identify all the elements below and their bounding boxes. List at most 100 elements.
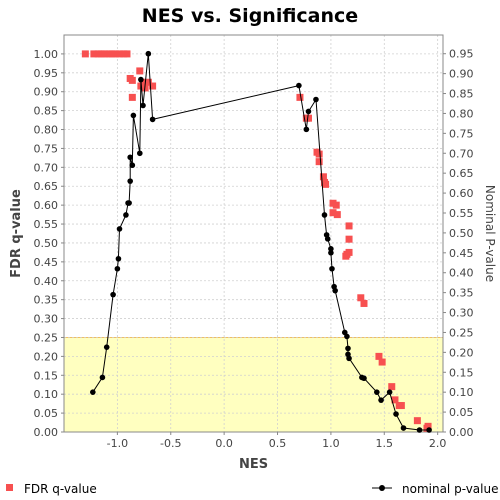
y-right-tick-label: 0.10 bbox=[449, 386, 474, 399]
y-right-tick-label: 0.15 bbox=[449, 366, 474, 379]
y-right-axis-title: Nominal P-value bbox=[483, 185, 497, 282]
y-left-tick-label: 0.05 bbox=[34, 407, 59, 420]
y-left-tick-label: 0.10 bbox=[34, 388, 59, 401]
y-right-tick-label: 0.80 bbox=[449, 107, 474, 120]
x-tick-label: -0.5 bbox=[160, 437, 181, 450]
pvalue-point bbox=[138, 76, 144, 83]
y-left-tick-label: 0.75 bbox=[34, 142, 59, 155]
y-right-tick-label: 0.35 bbox=[449, 287, 474, 300]
y-right-tick-label: 0.90 bbox=[449, 68, 474, 81]
y-left-tick-label: 0.20 bbox=[34, 350, 59, 363]
y-left-tick-label: 0.70 bbox=[34, 161, 59, 174]
y-right-tick-label: 0.55 bbox=[449, 207, 474, 220]
pvalue-point bbox=[378, 397, 384, 403]
fdr-point bbox=[296, 93, 304, 101]
fdr-point bbox=[90, 50, 98, 58]
x-tick-label: 1.0 bbox=[322, 437, 340, 450]
pvalue-point bbox=[345, 345, 351, 352]
y-left-tick-label: 0.80 bbox=[34, 124, 59, 137]
pvalue-point bbox=[130, 112, 137, 119]
y-left-tick-label: 0.40 bbox=[34, 275, 59, 288]
y-right-tick-label: 0.30 bbox=[449, 307, 474, 320]
pvalue-point bbox=[99, 374, 106, 381]
legend-pvalue-marker bbox=[379, 485, 385, 491]
pvalue-point bbox=[426, 427, 432, 433]
y-left-tick-label: 0.90 bbox=[34, 86, 59, 99]
fdr-point bbox=[345, 222, 353, 230]
y-left-tick-label: 0.60 bbox=[34, 199, 59, 212]
y-right-tick-label: 0.00 bbox=[449, 426, 474, 439]
y-left-tick-label: 0.15 bbox=[34, 369, 59, 382]
y-right-tick-label: 0.25 bbox=[449, 326, 474, 339]
pvalue-point bbox=[145, 50, 152, 57]
fdr-point bbox=[424, 422, 432, 430]
fdr-point bbox=[144, 78, 152, 86]
pvalue-point bbox=[303, 126, 310, 133]
pvalue-point bbox=[127, 178, 133, 184]
y-right-tick-label: 0.50 bbox=[449, 227, 474, 240]
y-left-tick-label: 0.25 bbox=[34, 331, 59, 344]
pvalue-point bbox=[129, 162, 136, 169]
fdr-point bbox=[333, 211, 341, 219]
fdr-point bbox=[329, 209, 337, 217]
significance-region bbox=[64, 337, 443, 432]
pvalue-point bbox=[115, 255, 122, 262]
y-right-tick-label: 0.20 bbox=[449, 346, 474, 359]
y-left-tick-label: 0.85 bbox=[34, 105, 59, 118]
y-right-tick-label: 0.70 bbox=[449, 147, 474, 160]
pvalue-point bbox=[103, 344, 110, 350]
y-right-tick-label: 0.05 bbox=[449, 406, 474, 419]
x-tick-label: -1.0 bbox=[107, 437, 128, 450]
pvalue-point bbox=[332, 287, 338, 294]
pvalue-point bbox=[321, 212, 328, 218]
y-left-tick-label: 0.35 bbox=[34, 294, 59, 307]
pvalue-point bbox=[329, 265, 335, 272]
fdr-point bbox=[397, 402, 405, 410]
y-left-tick-label: 0.65 bbox=[34, 180, 59, 193]
y-left-tick-label: 0.50 bbox=[34, 237, 59, 250]
fdr-point bbox=[123, 50, 131, 58]
legend-pvalue-label: nominal p-value bbox=[402, 482, 498, 496]
fdr-point bbox=[332, 201, 340, 209]
pvalue-point bbox=[386, 389, 393, 395]
chart-title: NES vs. Significance bbox=[142, 5, 358, 27]
y-left-axis-title: FDR q-value bbox=[9, 189, 24, 278]
y-right-tick-label: 0.75 bbox=[449, 127, 474, 140]
pvalue-point bbox=[313, 96, 319, 103]
y-left-tick-label: 0.00 bbox=[34, 426, 59, 439]
fdr-point bbox=[116, 50, 124, 58]
y-right-tick-label: 0.65 bbox=[449, 167, 474, 180]
y-left-tick-label: 1.00 bbox=[34, 48, 59, 61]
fdr-point bbox=[378, 358, 386, 366]
fdr-point bbox=[128, 76, 136, 84]
x-tick-label: 2.0 bbox=[429, 437, 447, 450]
pvalue-point bbox=[149, 116, 156, 123]
pvalue-point bbox=[328, 250, 334, 256]
fdr-point bbox=[111, 50, 119, 58]
pvalue-point bbox=[116, 226, 123, 232]
pvalue-point bbox=[127, 154, 133, 161]
pvalue-point bbox=[346, 355, 352, 362]
pvalue-point bbox=[296, 82, 302, 89]
y-left-tick-label: 0.95 bbox=[34, 67, 59, 80]
pvalue-point bbox=[110, 291, 116, 298]
x-axis-title: NES bbox=[239, 457, 268, 472]
pvalue-point bbox=[393, 411, 399, 417]
pvalue-point bbox=[137, 150, 143, 157]
pvalue-point bbox=[324, 236, 331, 242]
y-right-tick-label: 0.85 bbox=[449, 88, 474, 101]
pvalue-point bbox=[361, 375, 367, 382]
y-right-tick-label: 0.40 bbox=[449, 267, 474, 280]
pvalue-point bbox=[90, 389, 96, 395]
pvalue-point bbox=[114, 265, 121, 272]
fdr-point bbox=[136, 67, 144, 75]
x-tick-label: 0.0 bbox=[215, 437, 233, 450]
fdr-point bbox=[391, 396, 399, 404]
legend-fdr-marker bbox=[6, 484, 13, 491]
x-tick-label: 1.5 bbox=[376, 437, 394, 450]
pvalue-point bbox=[344, 333, 350, 340]
fdr-point bbox=[357, 294, 365, 302]
pvalue-point bbox=[126, 200, 132, 206]
plot-border bbox=[63, 34, 444, 433]
